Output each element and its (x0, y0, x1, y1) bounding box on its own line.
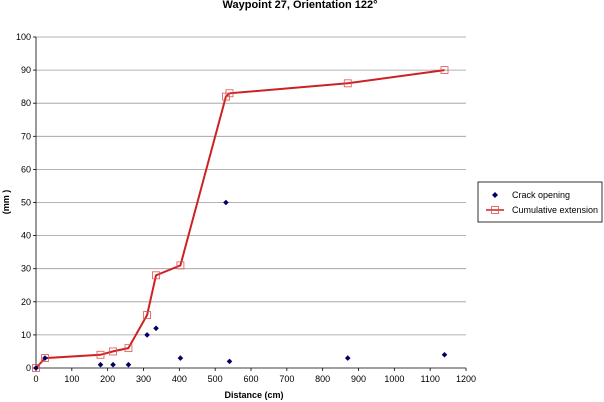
x-tick-label: 100 (64, 374, 79, 384)
legend: Crack opening Cumulative extension (477, 181, 603, 223)
y-ticks: 0 10 20 30 40 50 60 70 80 90 100 (16, 32, 36, 373)
x-tick-label: 1100 (420, 374, 439, 384)
point-crack-opening (97, 361, 104, 368)
y-axis-label: (mm ) (1, 190, 11, 215)
point-crack-opening (226, 358, 233, 365)
point-cumulative-extension (109, 347, 117, 356)
legend-marker-cumulative-extension (491, 206, 499, 214)
x-tick-label: 1000 (384, 374, 404, 384)
x-tick-label: 600 (243, 374, 258, 384)
point-crack-opening (153, 325, 159, 332)
x-axis-label: Distance (cm) (224, 390, 283, 400)
legend-marker-crack-opening (492, 192, 498, 198)
y-tick-label: 50 (21, 198, 31, 208)
point-crack-opening (144, 332, 150, 338)
point-cumulative-extension (96, 350, 105, 359)
legend-label-crack-opening: Crack opening (512, 190, 570, 200)
point-crack-opening (177, 355, 184, 361)
point-crack-opening (110, 361, 116, 368)
point-crack-opening (33, 365, 39, 371)
point-crack-opening (344, 355, 351, 361)
chart-title: Waypoint 27, Orientation 122° (223, 0, 378, 11)
y-tick-label: 100 (16, 32, 31, 42)
y-tick-label: 90 (21, 65, 31, 75)
point-cumulative-extension (32, 364, 40, 372)
point-crack-opening (223, 199, 229, 206)
point-cumulative-extension (176, 261, 185, 270)
point-cumulative-extension (343, 79, 352, 88)
x-tick-label: 900 (351, 374, 366, 384)
x-tick-label: 200 (100, 374, 115, 384)
series-layer (32, 66, 449, 372)
y-tick-label: 70 (21, 131, 31, 141)
point-cumulative-extension (152, 271, 160, 280)
point-cumulative-extension (41, 354, 49, 362)
legend-box (477, 181, 603, 223)
y-tick-label: 0 (26, 363, 31, 373)
x-tick-label: 800 (315, 374, 330, 384)
y-tick-label: 80 (21, 98, 31, 108)
y-tick-label: 60 (21, 164, 31, 174)
y-tick-label: 20 (21, 297, 31, 307)
x-tick-label: 500 (208, 374, 223, 384)
point-cumulative-extension (124, 344, 133, 353)
y-tick-label: 10 (21, 330, 31, 340)
point-cumulative-extension (440, 66, 449, 74)
series-line-cumulative-extension (35, 69, 445, 369)
x-ticks: 0 100 200 300 400 500 600 700 800 900 1000 1100 1200 (33, 368, 476, 384)
y-tick-label: 40 (21, 231, 31, 241)
point-crack-opening (441, 351, 448, 358)
x-tick-label: 700 (279, 374, 294, 384)
y-tick-label: 30 (21, 264, 31, 274)
point-cumulative-extension (143, 311, 151, 319)
legend-label-cumulative-extension: Cumulative extension (512, 205, 598, 215)
x-tick-label: 300 (136, 374, 151, 384)
x-tick-label: 0 (33, 374, 38, 384)
x-tick-label: 400 (172, 374, 187, 384)
point-crack-opening (125, 361, 132, 368)
point-cumulative-extension (225, 89, 234, 98)
point-crack-opening (42, 355, 48, 361)
grid (36, 36, 466, 336)
x-tick-label: 1200 (456, 374, 476, 384)
